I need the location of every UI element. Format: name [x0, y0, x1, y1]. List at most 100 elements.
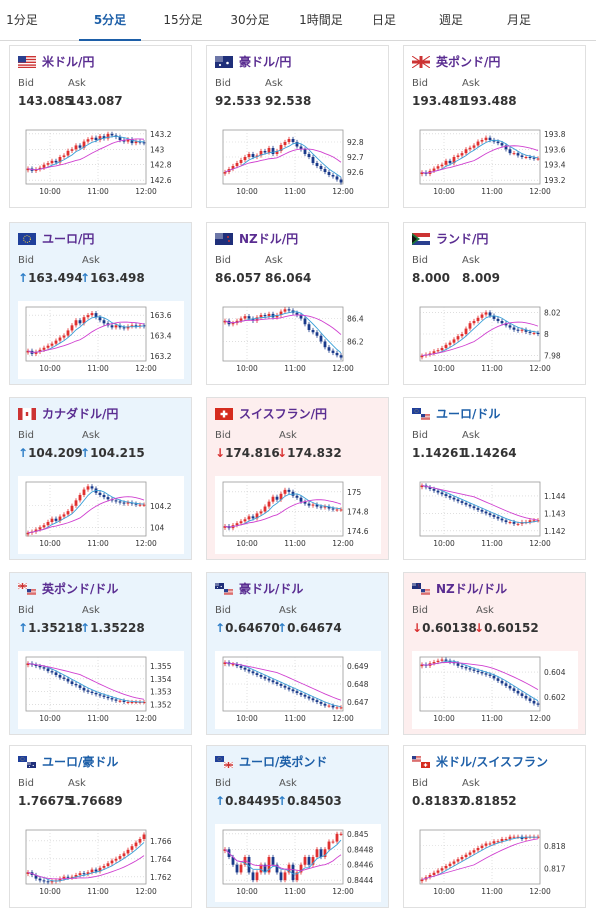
bid-label: Bid [412, 778, 428, 789]
rate-card[interactable]: NZドル/円 Bid Ask 86.057 86.064 86.4 86.2 10:00 11:… [206, 222, 389, 385]
tab-3[interactable]: 15分足 [163, 13, 203, 27]
candle [279, 684, 283, 686]
tab-2[interactable]: 5分足 [79, 0, 141, 41]
bid-label: Bid [412, 430, 428, 441]
rate-card[interactable]: ユーロ/ドル Bid Ask 1.14261 1.14264 1.144 1.143 1.14… [403, 397, 586, 560]
y-tick-label: 163.6 [150, 311, 172, 320]
rate-card[interactable]: 豪ドル/ドル Bid Ask ↑0.64670 ↑0.64674 0.649 0.648 0.… [206, 572, 389, 735]
plot-frame [222, 306, 344, 362]
candle [50, 671, 54, 673]
candle [448, 160, 452, 164]
tab-7[interactable]: 週足 [438, 13, 463, 27]
candle [38, 878, 42, 881]
candle [134, 503, 138, 505]
currency-pair-title[interactable]: カナダドル/円 [18, 406, 118, 422]
moving-average-line [224, 314, 342, 335]
tab-5[interactable]: 1時間足 [299, 13, 343, 27]
candlestick-chart: 0.604 0.602 10:00 11:00 12:00 [419, 656, 566, 723]
candle [118, 501, 122, 503]
candle [130, 325, 134, 327]
bid-value-text: 1.14261 [412, 446, 467, 460]
tab-4[interactable]: 30分足 [230, 13, 270, 27]
candle [464, 667, 468, 669]
currency-pair-title[interactable]: 米ドル/円 [18, 54, 94, 70]
rate-card[interactable]: 英ポンド/円 Bid Ask 193.481 193.488 193.8 193.6 193.… [403, 45, 586, 208]
currency-pair-title[interactable]: 米ドル/スイスフラン [412, 754, 548, 770]
candle [480, 845, 484, 848]
moving-average-line [421, 145, 539, 174]
candle [436, 660, 440, 663]
candle [106, 696, 110, 699]
candle [303, 694, 307, 697]
price-chart: 193.8 193.6 193.4 193.2 10:00 11:00 12:00 [412, 124, 578, 202]
candle [34, 529, 38, 532]
rate-card[interactable]: ユーロ/円 Bid Ask ↑163.494 ↑163.498 163.6 163.4 163… [9, 222, 192, 385]
currency-pair-title[interactable]: 英ポンド/ドル [17, 581, 118, 597]
plot-frame [25, 129, 147, 185]
candle [223, 662, 227, 665]
bid-value-text: 0.84495 [225, 794, 280, 808]
candle [239, 160, 243, 163]
candle [122, 853, 126, 857]
candle [267, 678, 271, 681]
rate-card[interactable]: ユーロ/英ポンド Bid Ask ↑0.84495 ↑0.84503 0.845 0.844… [206, 745, 389, 908]
rate-card[interactable]: ユーロ/豪ドル Bid Ask 1.76675 1.76689 1.766 1.764 1.7… [9, 745, 192, 908]
plot-frame [419, 829, 541, 885]
y-tick-label: 0.845 [347, 830, 369, 839]
candle [432, 488, 436, 491]
candle [335, 707, 339, 709]
currency-pair-title[interactable]: スイスフラン/円 [215, 406, 327, 422]
rate-card[interactable]: カナダドル/円 Bid Ask ↑104.209 ↑104.215 104.2 104 10:… [9, 397, 192, 560]
candlestick-chart: 0.845 0.8448 0.8446 0.8444 10:00 11:00 12:00 [222, 829, 373, 896]
candle [122, 502, 126, 504]
bid-value-text: 8.000 [412, 271, 450, 285]
rate-card[interactable]: スイスフラン/円 Bid Ask ↓174.816 ↓174.832 175 174.8 17… [206, 397, 389, 560]
currency-pair-title[interactable]: ユーロ/英ポンド [215, 754, 327, 770]
bid-value: ↑0.64670 [215, 621, 280, 635]
rate-card[interactable]: ランド/円 Bid Ask 8.000 8.009 8.02 8 7.98 10:00 11:00… [403, 222, 586, 385]
tab-1[interactable]: 1分足 [6, 13, 38, 27]
price-chart: 163.6 163.4 163.2 10:00 11:00 12:00 [18, 301, 184, 379]
candle [432, 168, 436, 171]
rate-card[interactable]: 豪ドル/円 Bid Ask 92.533 92.538 92.8 92.7 92.6 10:00… [206, 45, 389, 208]
currency-pair-title[interactable]: ユーロ/豪ドル [18, 754, 118, 770]
candle [492, 315, 496, 319]
currency-pair-title[interactable]: 豪ドル/ドル [215, 581, 303, 597]
candle [26, 663, 30, 666]
currency-pair-title[interactable]: 英ポンド/円 [411, 54, 500, 70]
candle [456, 336, 460, 340]
currency-pair-title[interactable]: ランド/円 [412, 231, 488, 247]
candle [235, 163, 239, 166]
rate-card[interactable]: 米ドル/円 Bid Ask 143.085 143.087 143.2 143 142.8 14… [9, 45, 192, 208]
candle [331, 350, 335, 353]
candle [26, 532, 30, 535]
tab-6[interactable]: 日足 [371, 13, 396, 27]
currency-pair-title[interactable]: ユーロ/ドル [412, 406, 500, 422]
candle [98, 694, 102, 696]
candle [106, 497, 110, 500]
currency-pair-title[interactable]: NZドル/ドル [412, 581, 507, 597]
bid-value-text: 0.64670 [225, 621, 280, 635]
candle [448, 342, 452, 345]
candle [138, 504, 142, 506]
rate-card[interactable]: NZドル/ドル Bid Ask ↓0.60138 ↓0.60152 0.604 0.602 1… [403, 572, 586, 735]
currency-pair-title[interactable]: ユーロ/円 [18, 231, 94, 247]
candle [532, 332, 536, 334]
candle [239, 318, 243, 321]
candle [142, 325, 146, 327]
up-arrow-icon: ↑ [215, 794, 226, 808]
currency-pair-title[interactable]: NZドル/円 [215, 231, 298, 247]
ask-value-text: 143.087 [68, 94, 123, 108]
rate-card[interactable]: 米ドル/スイスフラン Bid Ask 0.81837 0.81852 0.818 0.817… [403, 745, 586, 908]
x-tick-label: 10:00 [236, 887, 258, 896]
up-arrow-icon: ↑ [215, 621, 226, 635]
bid-value: 0.81837 [412, 794, 467, 808]
candle [70, 505, 74, 512]
tab-8[interactable]: 月足 [506, 13, 531, 27]
moving-average-line [27, 662, 144, 703]
currency-pair-title[interactable]: 豪ドル/円 [215, 54, 291, 70]
bid-label: Bid [18, 778, 34, 789]
ask-value: 1.14264 [462, 446, 517, 460]
rate-card[interactable]: 英ポンド/ドル Bid Ask ↑1.35218 ↑1.35228 1.355 1.354 1… [9, 572, 192, 735]
candle [331, 841, 335, 843]
